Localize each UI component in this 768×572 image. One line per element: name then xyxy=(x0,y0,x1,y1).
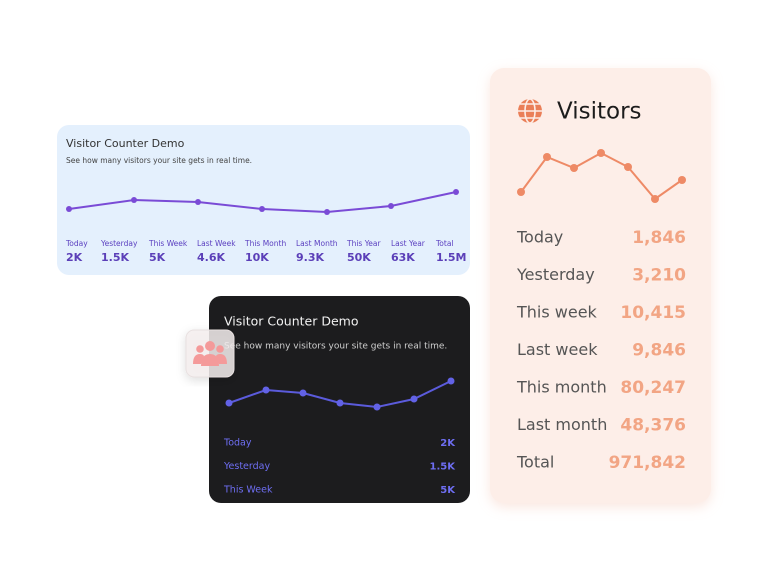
rows: Today 1,846 Yesterday 3,210 This week 10,415 L… xyxy=(516,228,686,474)
stat-value: 2K xyxy=(66,251,83,264)
row-value: 1.5K xyxy=(430,462,457,473)
globe-icon xyxy=(518,98,542,124)
stat-label: Yesterday xyxy=(100,239,138,248)
stat-label: Last Week xyxy=(197,239,236,248)
row-value: 971,842 xyxy=(609,453,686,473)
stat-value: 1.5K xyxy=(101,251,129,264)
row-label: Last month xyxy=(517,415,607,434)
stat-label: Last Year xyxy=(391,239,426,248)
stat-label: Total xyxy=(435,239,454,248)
row-value: 48,376 xyxy=(620,416,686,436)
row-value: 10,415 xyxy=(620,303,686,323)
row-value: 5K xyxy=(440,485,456,496)
row-label: This week xyxy=(516,303,598,322)
card-title: Visitor Counter Demo xyxy=(224,314,358,329)
light-card: Visitor Counter Demo See how many visito… xyxy=(57,125,470,275)
row-value: 3,210 xyxy=(632,266,686,286)
card-bg xyxy=(57,125,470,275)
row-label: Last week xyxy=(517,340,598,359)
row-value: 2K xyxy=(440,438,456,449)
rows: Today 2K Yesterday 1.5K This Week 5K xyxy=(223,438,456,497)
card-bg xyxy=(209,296,470,503)
row-label: This month xyxy=(516,378,607,397)
card-bg xyxy=(490,68,711,503)
card-title: Visitor Counter Demo xyxy=(66,137,185,150)
row-label: Yesterday xyxy=(223,461,270,472)
stat-value: 9.3K xyxy=(296,251,324,264)
sparkline-dots xyxy=(66,189,459,215)
row-label: Yesterday xyxy=(516,265,595,284)
visitors-card: Visitors Today 1,846 Yesterday 3,210 This we… xyxy=(490,68,711,503)
stat-value: 50K xyxy=(347,251,371,264)
people-icon xyxy=(185,329,235,378)
stat-value: 1.5M xyxy=(436,251,466,264)
stats: Today 2K Yesterday 1.5K This Week 5K Last Week… xyxy=(65,239,466,264)
stat-label: This Week xyxy=(148,239,188,248)
stat-value: 5K xyxy=(149,251,166,264)
stat-label: Last Month xyxy=(296,239,338,248)
row-label: Today xyxy=(516,228,563,247)
dark-card: Visitor Counter Demo See how many visito… xyxy=(209,296,470,503)
row-label: This Week xyxy=(223,485,273,496)
stat-value: 4.6K xyxy=(197,251,225,264)
row-value: 80,247 xyxy=(620,378,686,398)
card-subtitle: See how many visitors your site gets in … xyxy=(224,342,447,352)
stat-value: 63K xyxy=(391,251,415,264)
sparkline-dots xyxy=(517,149,686,203)
card-subtitle: See how many visitors your site gets in … xyxy=(66,156,252,165)
card-title: Visitors xyxy=(557,99,642,125)
stat-label: Today xyxy=(65,239,88,248)
stat-label: This Month xyxy=(244,239,286,248)
row-label: Total xyxy=(516,453,554,472)
row-label: Today xyxy=(223,438,252,449)
stat-label: This Year xyxy=(346,239,382,248)
sparkline-dots xyxy=(225,377,455,411)
row-value: 1,846 xyxy=(632,228,686,248)
stat-value: 10K xyxy=(245,251,269,264)
row-value: 9,846 xyxy=(632,341,686,361)
